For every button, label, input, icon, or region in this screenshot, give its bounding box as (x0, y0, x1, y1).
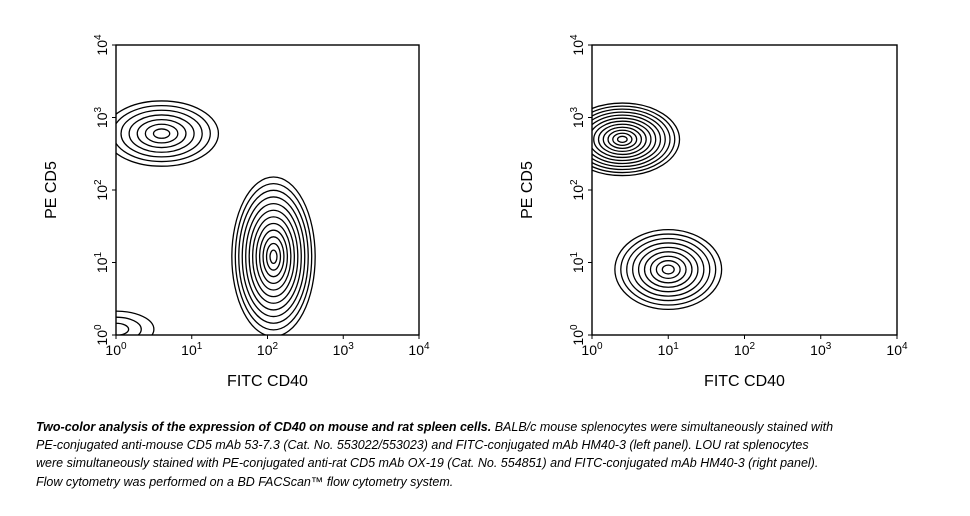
contour-level-1-6 (626, 237, 711, 302)
left-contour-plot: 100 101 102 103 104 100 101 102 103 104 FITC CD40 P… (43, 34, 430, 390)
left-panel-background (36, 14, 436, 410)
right-panel-background (512, 14, 916, 410)
contour-level-1-7 (620, 233, 717, 306)
x-axis-label: FITC CD40 (227, 373, 308, 390)
x-tick-label: 102 (257, 341, 279, 358)
contour-level-2-2 (116, 310, 155, 335)
contour-level-1-5 (632, 242, 705, 297)
x-tick-label: 103 (333, 341, 355, 358)
contour-level-1-11 (231, 176, 316, 335)
contour-level-0-2 (136, 118, 187, 149)
contour-level-1-7 (245, 202, 302, 311)
contour-level-1-0 (661, 264, 675, 275)
contour-level-1-10 (234, 183, 313, 331)
contour-level-0-3 (602, 126, 643, 153)
contour-level-0-6 (116, 100, 220, 167)
contour-level-1-9 (238, 189, 309, 324)
contour-level-0-1 (612, 132, 633, 147)
x-tick-label: 103 (810, 341, 832, 358)
contour-level-0-0 (616, 135, 628, 143)
x-axis-label: FITC CD40 (704, 373, 785, 390)
y-tick-label: 103 (93, 106, 110, 128)
caption-title: Two-color analysis of the expression of … (36, 420, 492, 434)
y-tick-label: 100 (93, 324, 110, 346)
contour-lines (592, 102, 723, 311)
contour-level-1-1 (655, 260, 681, 280)
y-tick-label: 102 (569, 179, 586, 201)
caption-body: BALB/c mouse splenocytes were simultaneo… (36, 420, 834, 489)
y-tick-label: 103 (569, 106, 586, 128)
y-tick-label: 104 (93, 34, 110, 56)
contour-lines (116, 100, 316, 335)
x-tick-label: 104 (886, 341, 908, 358)
contour-level-0-0 (152, 128, 171, 139)
contour-level-0-6 (592, 117, 657, 162)
flow-cytometry-figure: 100 101 102 103 104 100 101 102 103 104 FITC CD40 P… (36, 14, 916, 410)
contour-level-0-5 (116, 104, 211, 163)
x-tick-label: 101 (658, 341, 680, 358)
contour-level-1-2 (262, 236, 285, 278)
contour-level-0-3 (128, 114, 195, 153)
y-tick-label: 102 (93, 179, 110, 201)
contour-level-1-1 (265, 242, 282, 271)
y-axis-label: PE CD5 (519, 161, 536, 219)
right-contour-plot: 100 101 102 103 104 100 101 102 103 104 FITC CD40 P… (519, 34, 908, 390)
y-axis-label: PE CD5 (43, 161, 60, 219)
contour-level-0-10 (592, 105, 676, 174)
contour-level-2-1 (116, 316, 142, 335)
y-tick-label: 100 (569, 324, 586, 346)
contour-level-0-4 (120, 109, 203, 158)
contour-level-0-11 (592, 102, 681, 177)
x-tick-label: 101 (181, 341, 203, 358)
contour-level-1-8 (241, 196, 306, 318)
contour-level-1-0 (269, 249, 278, 265)
contour-level-0-7 (592, 114, 662, 165)
y-tick-label: 104 (569, 34, 586, 56)
x-tick-label: 102 (734, 341, 756, 358)
contour-level-0-2 (607, 129, 638, 150)
y-tick-label: 101 (569, 251, 586, 273)
contour-level-0-5 (593, 120, 652, 159)
contour-level-0-9 (592, 108, 671, 171)
contour-level-1-4 (637, 246, 699, 293)
contour-level-1-3 (258, 229, 289, 284)
contour-level-0-8 (592, 111, 666, 168)
x-tick-label: 100 (581, 341, 603, 358)
contour-level-1-4 (255, 222, 292, 291)
x-tick-label: 100 (105, 341, 127, 358)
x-tick-label: 104 (408, 341, 430, 358)
contour-level-1-2 (649, 255, 687, 284)
contour-level-1-6 (248, 209, 299, 304)
contour-level-1-5 (252, 216, 295, 298)
contour-level-1-3 (643, 251, 693, 288)
contour-level-2-0 (116, 322, 130, 335)
contour-level-0-1 (144, 123, 179, 144)
contour-level-0-4 (597, 123, 647, 156)
y-tick-label: 101 (93, 251, 110, 273)
figure-caption: Two-color analysis of the expression of … (36, 418, 836, 491)
contour-level-1-8 (614, 229, 723, 311)
